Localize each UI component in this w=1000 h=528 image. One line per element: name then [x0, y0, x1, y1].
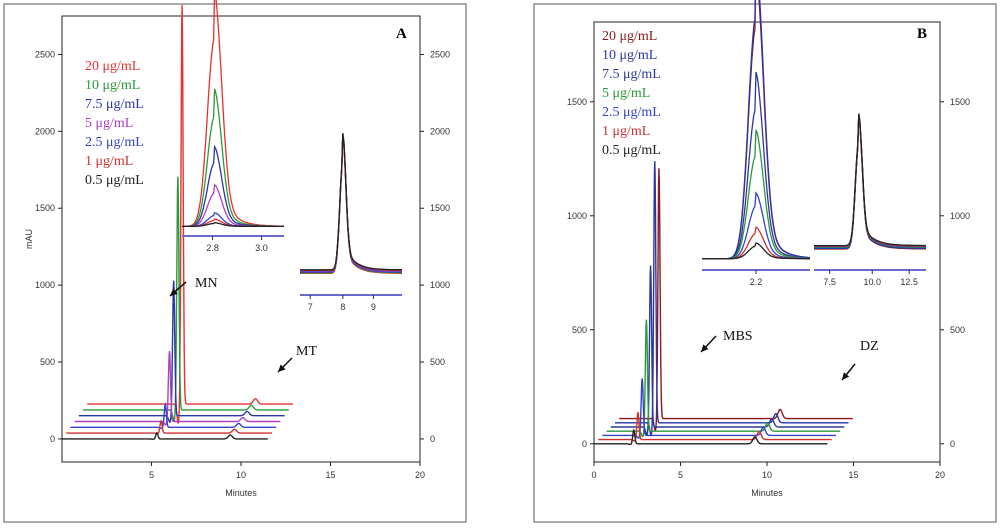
x-axis-label: Minutes	[751, 488, 783, 498]
right-y-tick-label: 1500	[950, 97, 970, 107]
x-tick-label: 5	[149, 470, 154, 480]
y-tick-label: 500	[572, 325, 587, 335]
annotation-arrow-head	[701, 344, 709, 352]
y-tick-label: 0	[50, 434, 55, 444]
x-tick-label: 20	[935, 470, 945, 480]
chromatogram-panel-b: B 0 5 10 15 20 0 500 1000 1500 0 500 1000 1500 Minutes…	[530, 0, 1000, 528]
trace-line	[615, 161, 849, 437]
trace-line	[70, 401, 277, 430]
inset-trace-line	[300, 133, 403, 271]
trace-line	[619, 168, 853, 432]
annotation-label: DZ	[860, 339, 879, 354]
annotation-arrow-head	[170, 288, 178, 296]
trace-line	[598, 412, 832, 442]
x-tick-label: 15	[848, 470, 858, 480]
legend-entry: 20 μg/mL	[85, 59, 140, 74]
right-y-tick-label: 1000	[950, 211, 970, 221]
annotation-label: MBS	[723, 329, 753, 344]
panel-frame	[3, 3, 467, 523]
legend-entry: 10 μg/mL	[85, 78, 140, 93]
legend-entry: 2.5 μg/mL	[602, 105, 661, 120]
inset-trace-line	[814, 113, 926, 247]
y-tick-label: 1500	[567, 97, 587, 107]
x-tick-label: 15	[325, 470, 335, 480]
trace-line	[83, 176, 289, 423]
trace-line	[74, 350, 281, 426]
inset-tick-label: 7.5	[823, 277, 836, 287]
annotation-arrow-head	[842, 372, 850, 380]
right-y-tick-label: 2500	[430, 49, 450, 59]
right-y-tick-label: 1000	[430, 280, 450, 290]
chromatogram-a-svg: A 5 10 15 20 0 500 1000 1500 2000 2500 0 500 1000 1500…	[3, 0, 467, 523]
right-y-tick-label: 0	[430, 434, 435, 444]
chromatogram-panel-a: A 5 10 15 20 0 500 1000 1500 2000 2500 0 500 1000 1500…	[0, 0, 470, 528]
right-y-tick-label: 2000	[430, 126, 450, 136]
trace-line	[602, 378, 836, 439]
legend-entry: 1 μg/mL	[85, 154, 133, 169]
x-tick-label: 10	[236, 470, 246, 480]
trace-line	[594, 428, 828, 446]
annotation-label: MT	[296, 344, 317, 359]
annotation-label: MN	[195, 276, 218, 291]
legend-entry: 10 μg/mL	[602, 48, 657, 63]
inset-trace-line	[702, 242, 810, 260]
trace-line	[610, 265, 845, 436]
chromatogram-b-svg: B 0 5 10 15 20 0 500 1000 1500 0 500 1000 1500 Minutes…	[533, 0, 997, 523]
y-tick-label: 1000	[567, 211, 587, 221]
trace-line	[78, 280, 285, 423]
x-tick-label: 10	[762, 470, 772, 480]
y-axis-label: mAU	[24, 229, 34, 249]
y-tick-label: 2500	[35, 49, 55, 59]
right-y-tick-label: 0	[950, 439, 955, 449]
trace-line	[66, 419, 272, 435]
annotation-arrow-head	[278, 364, 286, 372]
inset-tick-label: 9	[371, 302, 376, 312]
right-y-tick-label: 500	[950, 325, 965, 335]
trace-line	[62, 431, 268, 440]
inset-tick-label: 3.0	[255, 243, 268, 253]
y-tick-label: 500	[40, 357, 55, 367]
panel-label: A	[396, 26, 407, 42]
legend-entry: 5 μg/mL	[602, 86, 650, 101]
legend-entry: 7.5 μg/mL	[85, 97, 144, 112]
y-tick-label: 2000	[35, 126, 55, 136]
inset-tick-label: 2.8	[206, 243, 219, 253]
panel-label: B	[917, 26, 927, 42]
inset-tick-label: 10.0	[863, 277, 881, 287]
legend-entry: 0.5 μg/mL	[85, 173, 144, 188]
legend-entry: 7.5 μg/mL	[602, 67, 661, 82]
legend-entry: 20 μg/mL	[602, 29, 657, 44]
x-tick-label: 0	[591, 470, 596, 480]
trace-line	[87, 5, 293, 425]
right-y-tick-label: 500	[430, 357, 445, 367]
inset-tick-label: 7	[308, 302, 313, 312]
right-y-tick-label: 1500	[430, 203, 450, 213]
legend-entry: 0.5 μg/mL	[602, 143, 661, 158]
legend-entry: 1 μg/mL	[602, 124, 650, 139]
inset-tick-label: 2.2	[750, 277, 763, 287]
inset-trace-line	[182, 222, 284, 228]
legend-entry: 5 μg/mL	[85, 116, 133, 131]
y-tick-label: 1000	[35, 280, 55, 290]
x-tick-label: 20	[415, 470, 425, 480]
x-tick-label: 5	[678, 470, 683, 480]
trace-line	[606, 319, 841, 438]
y-tick-label: 1500	[35, 203, 55, 213]
x-axis-label: Minutes	[225, 488, 257, 498]
y-tick-label: 0	[582, 439, 587, 449]
inset-tick-label: 12.5	[900, 277, 918, 287]
legend-entry: 2.5 μg/mL	[85, 135, 144, 150]
inset-tick-label: 8	[340, 302, 345, 312]
